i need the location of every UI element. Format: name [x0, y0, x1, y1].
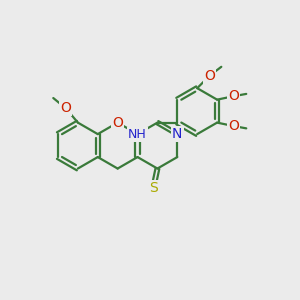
Text: N: N — [172, 127, 182, 141]
Text: S: S — [149, 181, 158, 195]
Text: O: O — [228, 119, 239, 133]
Text: O: O — [204, 68, 215, 83]
Text: O: O — [112, 116, 123, 130]
Text: O: O — [61, 101, 71, 116]
Text: O: O — [228, 89, 239, 103]
Text: NH: NH — [128, 128, 147, 141]
